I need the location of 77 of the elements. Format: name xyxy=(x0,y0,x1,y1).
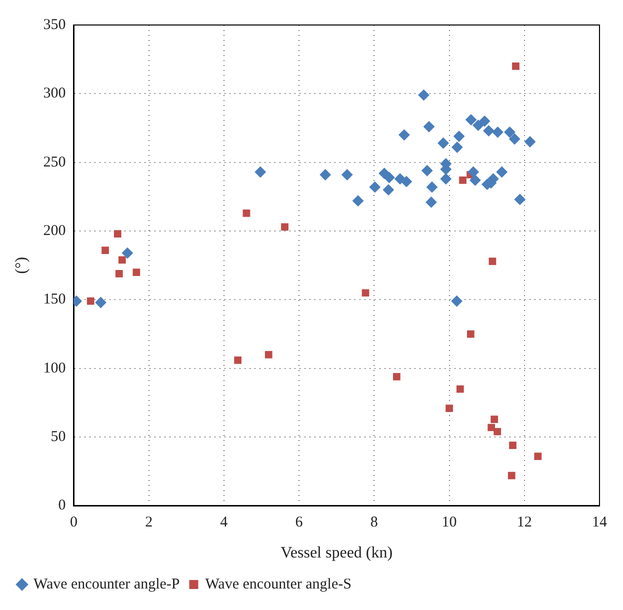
y-tick-label: 300 xyxy=(43,86,66,102)
point xyxy=(496,166,508,178)
point xyxy=(488,424,496,432)
point xyxy=(393,372,400,380)
point xyxy=(95,296,106,308)
point xyxy=(114,230,122,238)
y-tick-label: 200 xyxy=(43,222,66,239)
point xyxy=(426,182,438,193)
point xyxy=(440,173,452,184)
point xyxy=(264,351,272,358)
point xyxy=(459,176,466,184)
y-tick-label: 0 xyxy=(58,498,66,514)
point xyxy=(524,136,536,148)
x-tick-label: 0 xyxy=(70,514,78,531)
x-tick-label: 2 xyxy=(145,514,153,531)
point xyxy=(514,194,526,205)
point xyxy=(479,116,490,127)
x-tick-label: 12 xyxy=(516,514,532,531)
point xyxy=(132,268,140,276)
point xyxy=(423,121,434,132)
point xyxy=(470,174,481,186)
x-tick-label: 14 xyxy=(592,514,608,531)
y-tick-label: 150 xyxy=(43,292,66,308)
point xyxy=(504,126,516,138)
point xyxy=(352,195,364,206)
point xyxy=(422,165,433,176)
point xyxy=(115,270,123,278)
point xyxy=(400,176,412,188)
point xyxy=(118,256,126,264)
point xyxy=(438,138,449,149)
y-tick-label: 50 xyxy=(50,429,66,446)
point xyxy=(466,114,477,126)
point xyxy=(418,90,430,101)
point xyxy=(509,134,520,145)
x-tick-label: 8 xyxy=(370,514,378,531)
point xyxy=(362,289,370,297)
point xyxy=(122,248,133,259)
point xyxy=(454,130,465,142)
point xyxy=(452,142,463,153)
point xyxy=(426,196,437,208)
point xyxy=(492,126,504,138)
point xyxy=(490,416,498,423)
point xyxy=(102,246,109,254)
x-axis-title: Vessel speed (kn) xyxy=(280,544,393,562)
point xyxy=(281,223,288,231)
point xyxy=(382,184,394,196)
point xyxy=(369,182,380,193)
point xyxy=(472,120,484,131)
point xyxy=(512,62,520,70)
x-tick-label: 4 xyxy=(220,514,228,531)
y-tick-label: 250 xyxy=(43,154,66,170)
y-tick-label: 350 xyxy=(43,16,66,33)
point xyxy=(451,296,462,307)
point xyxy=(242,210,250,217)
point xyxy=(509,442,516,450)
point xyxy=(384,172,395,183)
x-tick-label: 6 xyxy=(295,514,304,531)
point xyxy=(508,472,516,480)
point xyxy=(456,385,464,393)
point xyxy=(320,169,331,180)
y-tick-label: 100 xyxy=(43,360,66,376)
point xyxy=(466,330,474,338)
y-axis-title: (°) xyxy=(12,256,30,274)
point xyxy=(398,129,410,140)
point xyxy=(534,452,542,460)
point xyxy=(342,169,353,180)
point xyxy=(234,356,242,364)
point xyxy=(446,404,453,412)
point xyxy=(468,166,479,178)
legend-label: Wave encounter angle-P xyxy=(34,576,180,592)
point xyxy=(494,428,502,436)
point xyxy=(488,258,496,265)
point xyxy=(254,166,266,178)
point xyxy=(483,125,494,136)
legend-label: Wave encounter angle-S xyxy=(205,576,352,592)
x-tick-label: 10 xyxy=(442,514,457,531)
point xyxy=(86,297,94,305)
